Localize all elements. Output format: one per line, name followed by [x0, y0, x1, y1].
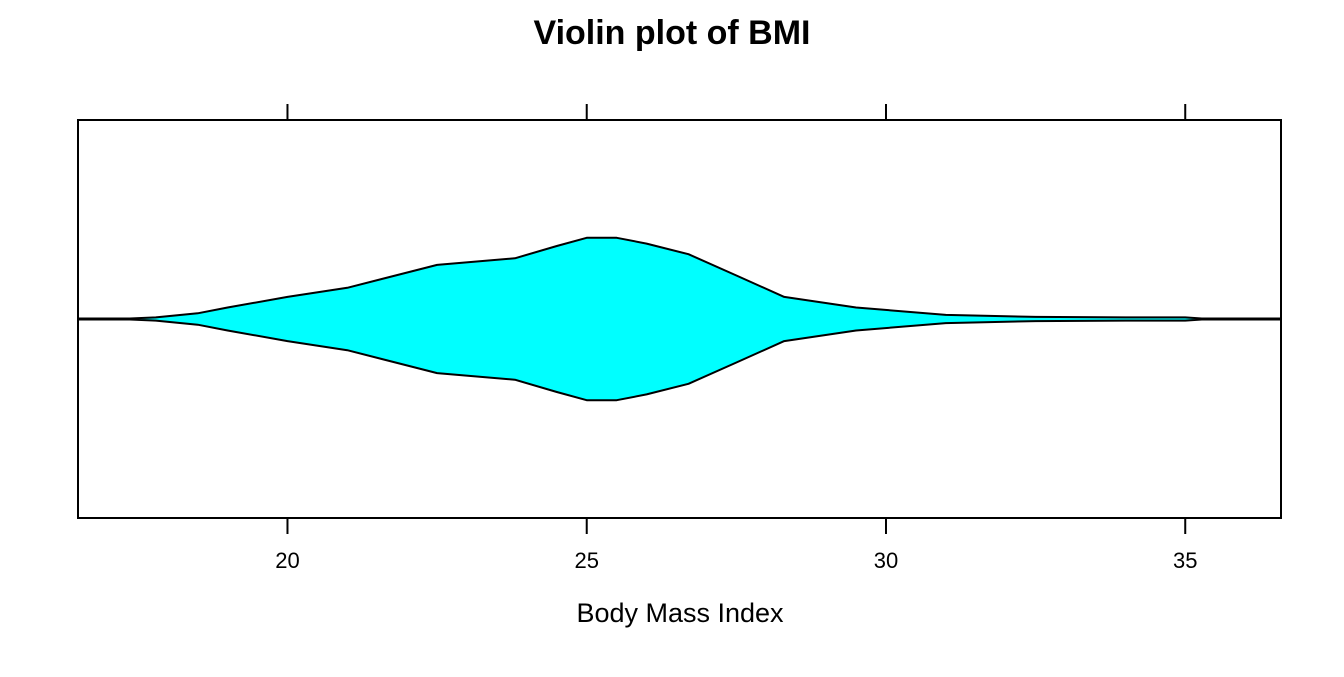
violin-layer [78, 236, 1281, 402]
x-tick-label: 25 [574, 548, 598, 573]
x-axis-label: Body Mass Index [576, 598, 784, 628]
x-tick-label: 20 [275, 548, 299, 573]
violin-shape [118, 236, 1211, 402]
chart-title: Violin plot of BMI [534, 14, 811, 52]
x-tick-label: 30 [874, 548, 898, 573]
x-tick-label: 35 [1173, 548, 1197, 573]
axis-ticks: 20 25 30 35 [275, 104, 1197, 573]
